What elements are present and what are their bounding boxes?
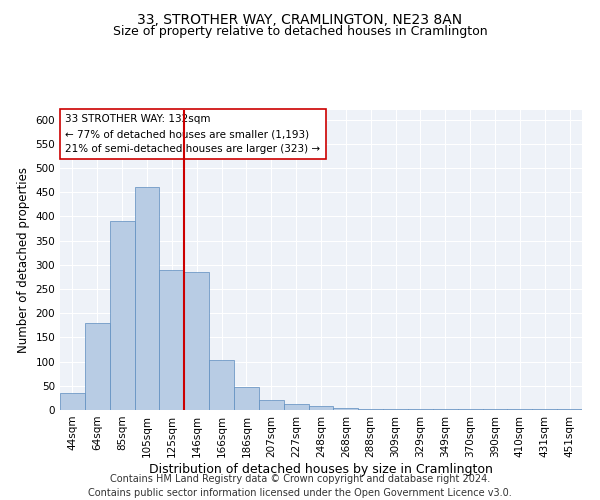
Bar bbox=[60, 393, 85, 410]
Bar bbox=[209, 360, 234, 410]
Bar bbox=[110, 222, 134, 410]
Text: Contains HM Land Registry data © Crown copyright and database right 2024.
Contai: Contains HM Land Registry data © Crown c… bbox=[88, 474, 512, 498]
Bar bbox=[557, 408, 582, 410]
Bar bbox=[383, 408, 408, 410]
Bar bbox=[433, 408, 458, 410]
Bar bbox=[134, 188, 160, 410]
Bar bbox=[234, 387, 259, 410]
Bar bbox=[85, 323, 110, 410]
Bar bbox=[259, 400, 284, 410]
Bar bbox=[358, 408, 383, 410]
Bar bbox=[508, 408, 532, 410]
Bar bbox=[408, 408, 433, 410]
Bar bbox=[334, 408, 358, 410]
Bar bbox=[160, 270, 184, 410]
Y-axis label: Number of detached properties: Number of detached properties bbox=[17, 167, 30, 353]
Bar bbox=[532, 408, 557, 410]
Text: Size of property relative to detached houses in Cramlington: Size of property relative to detached ho… bbox=[113, 25, 487, 38]
Bar bbox=[458, 408, 482, 410]
Bar bbox=[284, 404, 308, 410]
X-axis label: Distribution of detached houses by size in Cramlington: Distribution of detached houses by size … bbox=[149, 462, 493, 475]
Bar bbox=[308, 406, 334, 410]
Text: 33, STROTHER WAY, CRAMLINGTON, NE23 8AN: 33, STROTHER WAY, CRAMLINGTON, NE23 8AN bbox=[137, 12, 463, 26]
Bar bbox=[184, 272, 209, 410]
Text: 33 STROTHER WAY: 132sqm
← 77% of detached houses are smaller (1,193)
21% of semi: 33 STROTHER WAY: 132sqm ← 77% of detache… bbox=[65, 114, 320, 154]
Bar bbox=[482, 408, 508, 410]
